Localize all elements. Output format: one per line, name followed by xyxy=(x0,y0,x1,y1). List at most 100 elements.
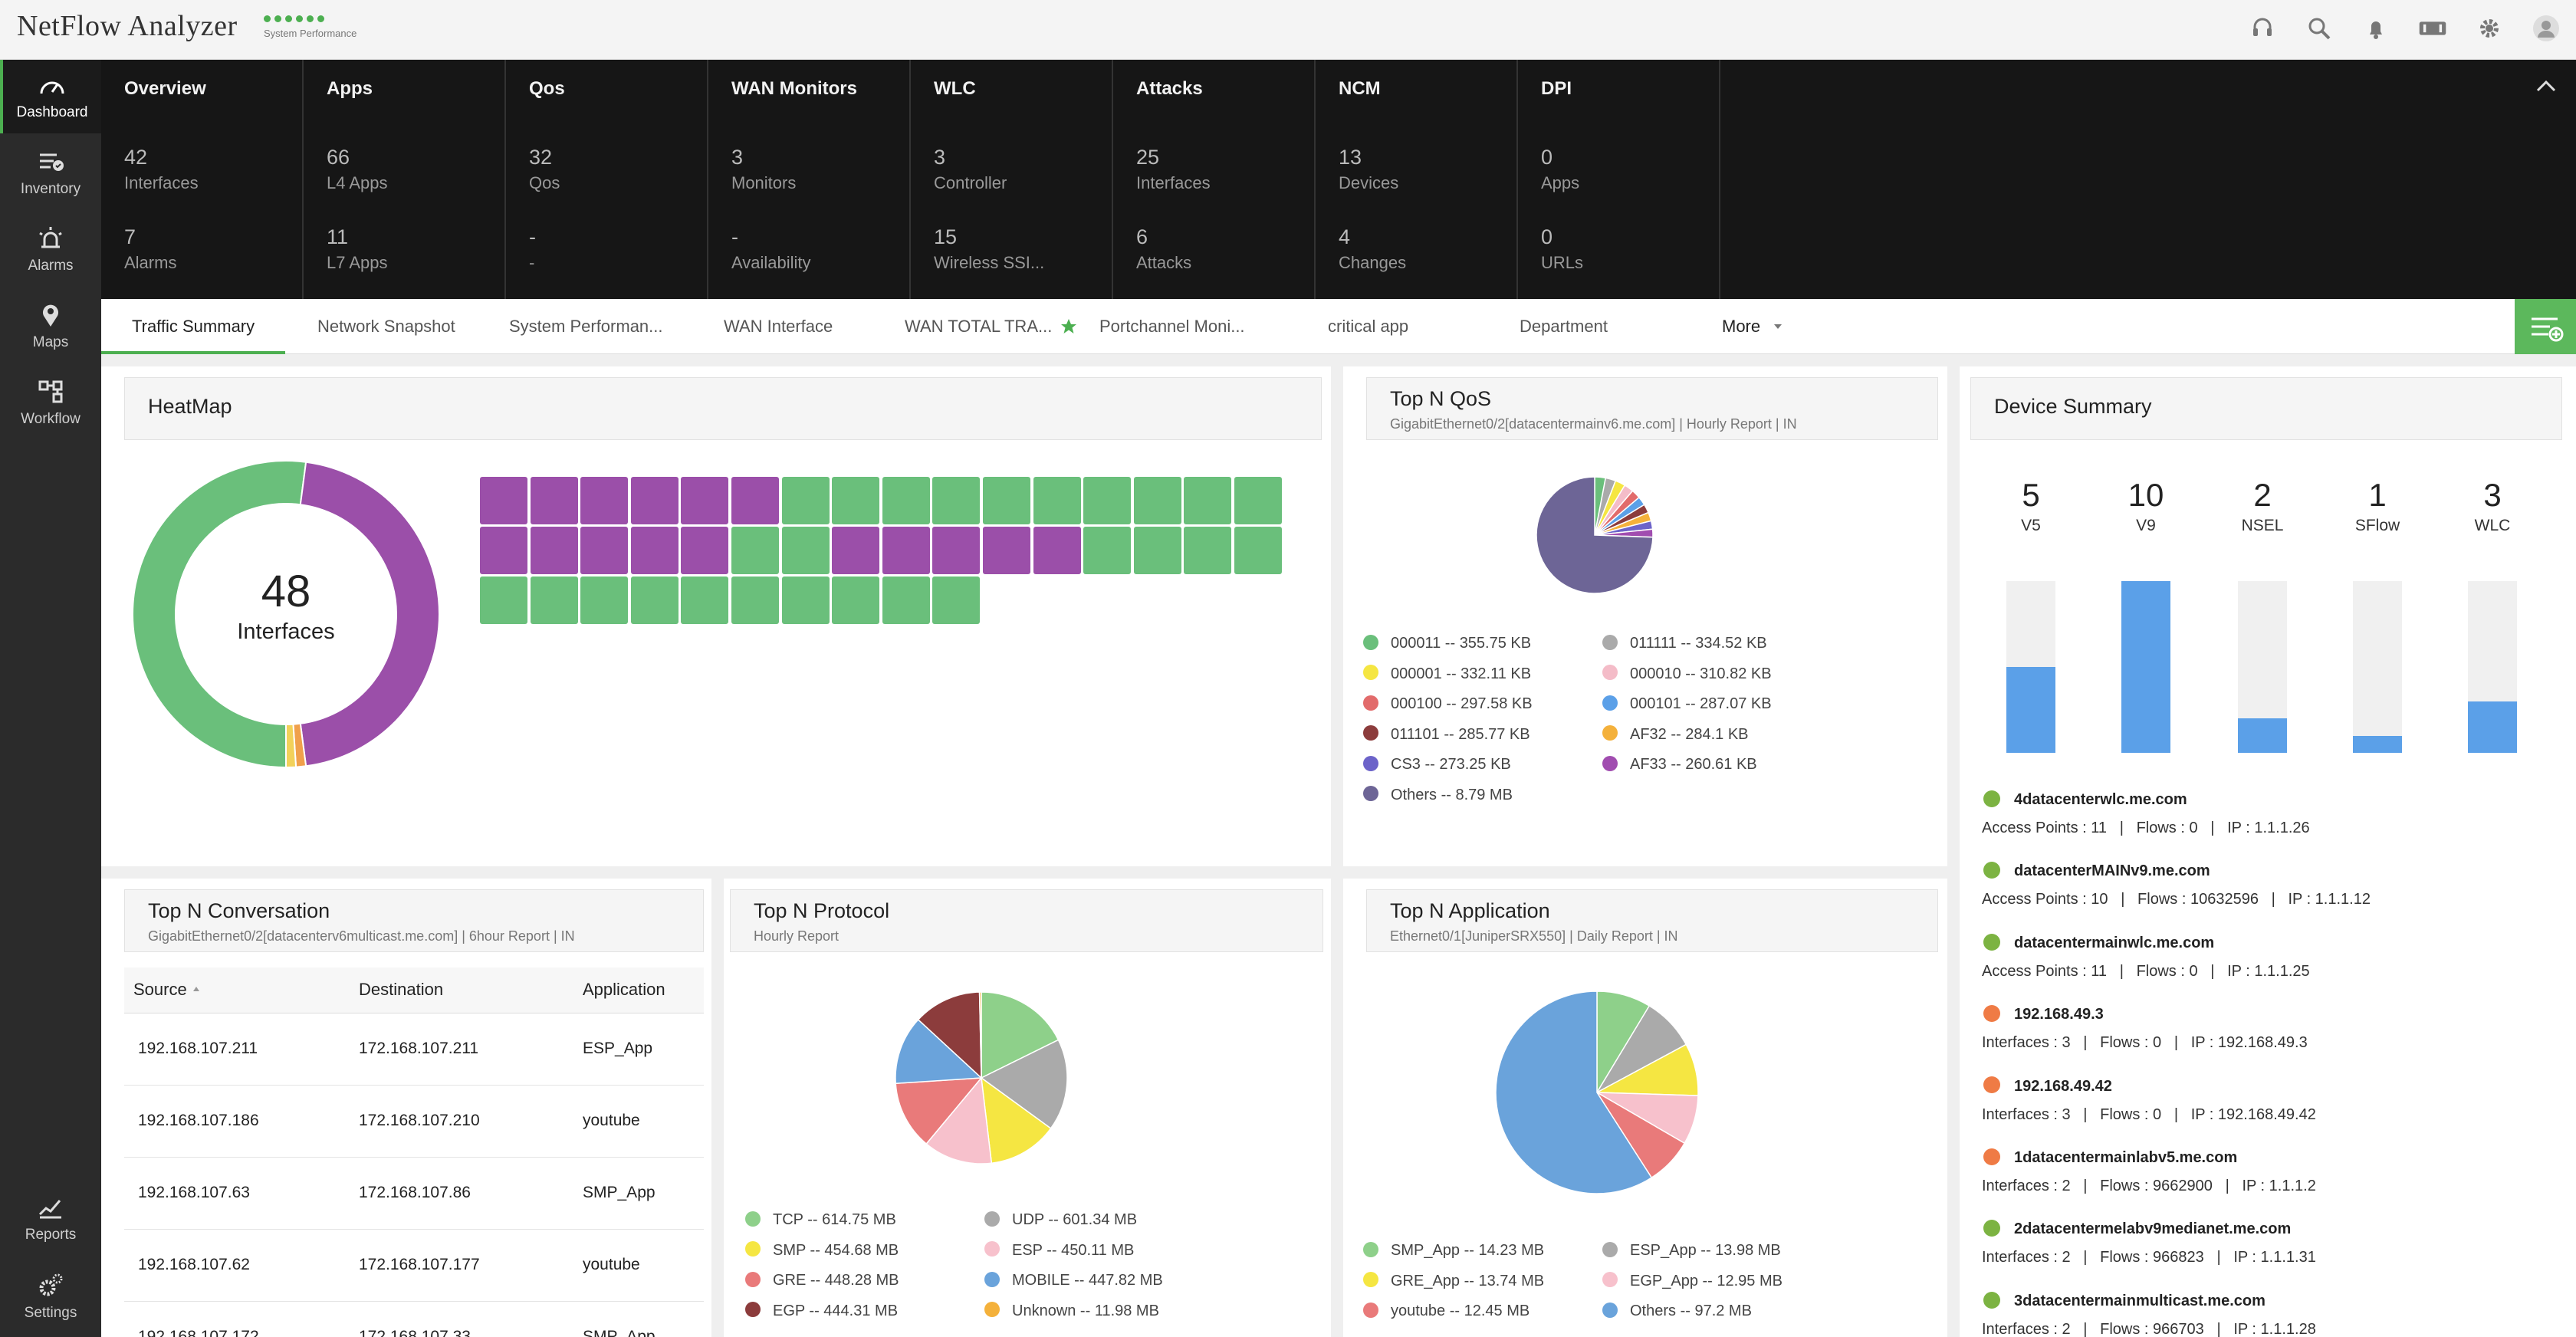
status-label[interactable]: System Performance xyxy=(264,28,357,39)
heatmap-cell[interactable] xyxy=(530,577,578,624)
device-list-item[interactable]: 192.168.49.42 Interfaces : 3 | Flows : 0 … xyxy=(1982,1076,2316,1124)
bell-icon[interactable] xyxy=(2361,14,2390,43)
device-name[interactable]: datacenterMAINv9.me.com xyxy=(2014,862,2210,880)
search-icon[interactable] xyxy=(2305,14,2334,43)
column-header-destination[interactable]: Destination xyxy=(359,980,444,999)
tab-more[interactable]: More xyxy=(1722,299,1783,354)
device-type-count[interactable]: 5 V5 xyxy=(1989,477,2073,535)
application-pie-chart[interactable] xyxy=(1493,989,1700,1196)
tab-traffic-summary[interactable]: Traffic Summary xyxy=(101,299,286,354)
legend-item[interactable]: CS3 -- 273.25 KB xyxy=(1363,755,1511,774)
heatmap-cell[interactable] xyxy=(1083,477,1132,524)
heatmap-cell[interactable] xyxy=(1133,527,1181,574)
device-list-item[interactable]: datacenterMAINv9.me.com Access Points : 1… xyxy=(1982,862,2371,908)
legend-item[interactable]: 000101 -- 287.07 KB xyxy=(1602,695,1772,713)
donut-segment[interactable] xyxy=(285,723,297,769)
heatmap-cell[interactable] xyxy=(580,577,629,624)
heatmap-cell[interactable] xyxy=(1184,527,1232,574)
legend-item[interactable]: SMP_App -- 14.23 MB xyxy=(1363,1241,1544,1260)
legend-item[interactable]: ESP -- 450.11 MB xyxy=(984,1241,1134,1260)
headset-icon[interactable] xyxy=(2248,14,2277,43)
column-header-source[interactable]: Source xyxy=(133,980,201,1000)
legend-item[interactable]: EGP -- 444.31 MB xyxy=(745,1302,898,1320)
device-list-item[interactable]: 1datacentermainlabv5.me.com Interfaces : … xyxy=(1982,1148,2316,1195)
star-icon[interactable] xyxy=(1060,317,1078,336)
heatmap-cell[interactable] xyxy=(1184,477,1232,524)
heatmap-cell[interactable] xyxy=(1033,477,1081,524)
donut-segment[interactable] xyxy=(132,460,307,769)
device-name[interactable]: 192.168.49.42 xyxy=(2014,1077,2112,1095)
sidebar-item-workflow[interactable]: Workflow xyxy=(0,366,101,440)
sidebar-item-dashboard[interactable]: Dashboard xyxy=(0,60,101,133)
heatmap-cell[interactable] xyxy=(832,527,880,574)
heatmap-cell[interactable] xyxy=(731,577,779,624)
legend-item[interactable]: Unknown -- 11.98 MB xyxy=(984,1302,1159,1320)
table-row[interactable]: 192.168.107.172 172.168.107.33 SMP_App xyxy=(124,1302,704,1337)
heatmap-cell[interactable] xyxy=(731,477,779,524)
sidebar-item-settings[interactable]: Settings xyxy=(0,1260,101,1334)
heatmap-cell[interactable] xyxy=(983,477,1030,524)
user-avatar-icon[interactable] xyxy=(2532,14,2561,43)
legend-item[interactable]: GRE -- 448.28 MB xyxy=(745,1271,899,1289)
column-header-application[interactable]: Application xyxy=(583,980,665,999)
device-list-item[interactable]: 192.168.49.3 Interfaces : 3 | Flows : 0 |… xyxy=(1982,1004,2308,1052)
pie-slice[interactable] xyxy=(980,1039,1068,1129)
heatmap-cell[interactable] xyxy=(630,477,678,524)
device-name[interactable]: 3datacentermainmulticast.me.com xyxy=(2014,1292,2266,1309)
device-name[interactable]: datacentermainwlc.me.com xyxy=(2014,934,2215,951)
pie-slice[interactable] xyxy=(981,1076,1052,1165)
legend-item[interactable]: ESP_App -- 13.98 MB xyxy=(1602,1241,1781,1260)
video-icon[interactable] xyxy=(2418,14,2447,43)
legend-item[interactable]: 000001 -- 332.11 KB xyxy=(1363,665,1531,683)
device-type-bar[interactable] xyxy=(2468,581,2517,753)
heatmap-cell[interactable] xyxy=(932,477,981,524)
tab-critical-app[interactable]: critical app xyxy=(1328,317,1409,336)
heatmap-cell[interactable] xyxy=(630,577,678,624)
heatmap-cell[interactable] xyxy=(480,577,527,624)
pie-slice[interactable] xyxy=(895,1077,983,1145)
tab-portchannel-monitor[interactable]: Portchannel Moni... xyxy=(1099,317,1245,336)
pie-slice[interactable] xyxy=(978,991,982,1079)
tab-system-performance[interactable]: System Performan... xyxy=(509,317,663,336)
add-tab-button[interactable] xyxy=(2515,299,2576,354)
legend-item[interactable]: youtube -- 12.45 MB xyxy=(1363,1302,1530,1320)
legend-item[interactable]: EGP_App -- 12.95 MB xyxy=(1602,1272,1783,1290)
tab-wan-interface[interactable]: WAN Interface xyxy=(724,317,833,336)
heatmap-cell[interactable] xyxy=(832,577,880,624)
module-attacks[interactable]: Attacks 25 Interfaces 6 Attacks xyxy=(1113,60,1316,299)
pie-slice[interactable] xyxy=(1536,476,1654,594)
device-list-item[interactable]: datacentermainwlc.me.com Access Points : … xyxy=(1982,933,2310,981)
heatmap-cell[interactable] xyxy=(580,477,629,524)
heatmap-cell[interactable] xyxy=(781,527,830,574)
donut-segment[interactable] xyxy=(299,461,440,767)
protocol-pie-chart[interactable] xyxy=(892,989,1070,1167)
legend-item[interactable]: Others -- 97.2 MB xyxy=(1602,1302,1752,1320)
device-list-item[interactable]: 3datacentermainmulticast.me.com Interface… xyxy=(1982,1291,2316,1337)
device-type-count[interactable]: 2 NSEL xyxy=(2220,477,2305,535)
device-name[interactable]: 1datacentermainlabv5.me.com xyxy=(2014,1149,2238,1166)
heatmap-cell[interactable] xyxy=(882,477,930,524)
sidebar-item-inventory[interactable]: Inventory xyxy=(0,136,101,210)
legend-item[interactable]: 000010 -- 310.82 KB xyxy=(1602,665,1772,683)
device-type-count[interactable]: 10 V9 xyxy=(2104,477,2188,535)
heatmap-cell[interactable] xyxy=(630,527,678,574)
device-list-item[interactable]: 4datacenterwlc.me.com Access Points : 11 … xyxy=(1982,790,2310,837)
heatmap-cell[interactable] xyxy=(1234,477,1282,524)
legend-item[interactable]: 011101 -- 285.77 KB xyxy=(1363,725,1530,744)
table-row[interactable]: 192.168.107.211 172.168.107.211 ESP_App xyxy=(124,1013,704,1086)
legend-item[interactable]: GRE_App -- 13.74 MB xyxy=(1363,1272,1544,1290)
pie-slice[interactable] xyxy=(925,1076,993,1165)
heatmap-cell[interactable] xyxy=(1033,527,1081,574)
tab-wan-total-traffic[interactable]: WAN TOTAL TRA... xyxy=(905,317,1053,336)
table-row[interactable]: 192.168.107.62 172.168.107.177 youtube xyxy=(124,1230,704,1302)
tab-department[interactable]: Department xyxy=(1520,317,1608,336)
heatmap-cell[interactable] xyxy=(681,477,729,524)
heatmap-donut[interactable] xyxy=(129,457,443,771)
heatmap-cell[interactable] xyxy=(1133,477,1181,524)
heatmap-cell[interactable] xyxy=(681,577,729,624)
heatmap-cell[interactable] xyxy=(781,477,830,524)
status-dots[interactable] xyxy=(264,15,324,22)
device-name[interactable]: 2datacentermelabv9medianet.me.com xyxy=(2014,1220,2292,1238)
module-qos[interactable]: Qos 32 Qos - - xyxy=(506,60,708,299)
heatmap-cell[interactable] xyxy=(530,477,578,524)
